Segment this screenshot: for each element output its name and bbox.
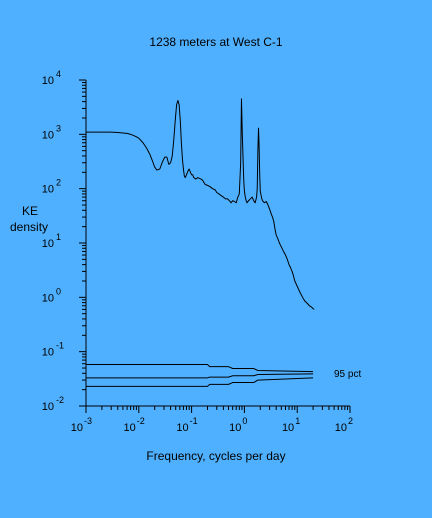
- y-tick-label-base: 10: [42, 401, 54, 413]
- y-tick-label-base: 10: [42, 238, 54, 250]
- x-tick-label-exponent: 1: [295, 416, 300, 426]
- x-tick-label-base: 10: [335, 422, 347, 434]
- y-tick-label-base: 10: [42, 184, 54, 196]
- y-tick-label: 102: [42, 178, 61, 196]
- y-tick-label-exponent: 4: [56, 69, 61, 79]
- series-confidence-upper: [86, 364, 314, 373]
- y-tick-label-exponent: 1: [56, 232, 61, 242]
- y-tick-label-base: 10: [42, 347, 54, 359]
- chart-title: 1238 meters at West C-1: [149, 35, 282, 49]
- y-tick-label: 10-1: [42, 341, 64, 359]
- y-tick-label-base: 10: [42, 129, 54, 141]
- x-tick-label-base: 10: [176, 422, 188, 434]
- x-tick-label: 10-3: [71, 416, 92, 434]
- x-tick-label-exponent: 0: [242, 416, 247, 426]
- x-tick-label: 10-1: [176, 416, 197, 434]
- x-tick-label-exponent: -1: [190, 416, 198, 426]
- tick-labels: 10-310-210-110010110210-210-110010110210…: [42, 69, 353, 434]
- y-tick-label-exponent: 2: [56, 178, 61, 188]
- x-tick-label: 100: [229, 416, 247, 434]
- series-confidence-lower: [86, 377, 314, 387]
- y-tick-label: 10-2: [42, 395, 64, 413]
- y-tick-label: 101: [42, 232, 61, 250]
- series-spectrum: [86, 98, 315, 310]
- series-confidence-mid: [86, 373, 314, 379]
- y-tick-label: 104: [42, 69, 61, 87]
- y-tick-label-exponent: 0: [56, 286, 61, 296]
- x-tick-label-exponent: -2: [137, 416, 145, 426]
- y-tick-label-base: 10: [42, 292, 54, 304]
- x-tick-label: 102: [335, 416, 353, 434]
- y-tick-label-exponent: -1: [56, 341, 64, 351]
- x-tick-label-exponent: 2: [348, 416, 353, 426]
- data-series: [86, 98, 315, 387]
- x-tick-label-base: 10: [71, 422, 83, 434]
- x-tick-label: 10-2: [124, 416, 145, 434]
- y-tick-label: 103: [42, 123, 61, 141]
- y-tick-label-base: 10: [42, 75, 54, 87]
- y-tick-label-exponent: -2: [56, 395, 64, 405]
- tick-marks: [79, 79, 351, 413]
- x-tick-label: 101: [282, 416, 300, 434]
- x-axis-label: Frequency, cycles per day: [146, 449, 285, 463]
- x-tick-label-exponent: -3: [84, 416, 92, 426]
- confidence-annotation: 95 pct: [334, 369, 361, 380]
- y-tick-label: 100: [42, 286, 61, 304]
- y-tick-label-exponent: 3: [56, 123, 61, 133]
- y-axis-label-line-1: KE: [22, 204, 38, 218]
- x-tick-label-base: 10: [282, 422, 294, 434]
- x-tick-label-base: 10: [229, 422, 241, 434]
- x-tick-label-base: 10: [124, 422, 136, 434]
- y-axis-label-line-2: density: [10, 220, 48, 234]
